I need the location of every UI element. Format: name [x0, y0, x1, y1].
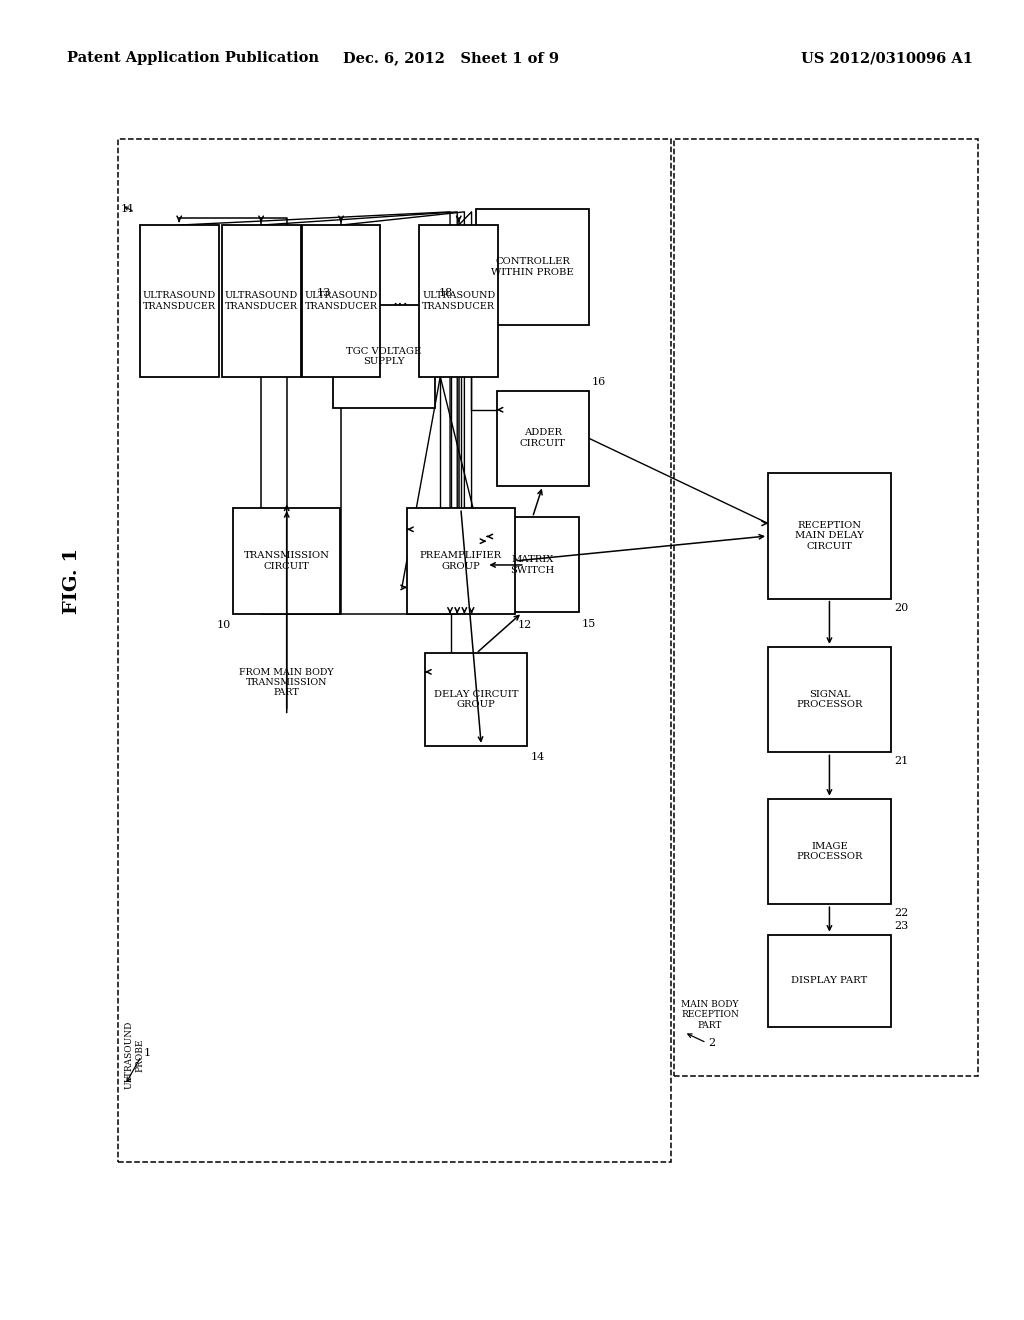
Text: ULTRASOUND
TRANSDUCER: ULTRASOUND TRANSDUCER — [304, 292, 378, 310]
Bar — [768, 474, 891, 599]
Text: ULTRASOUND
TRANSDUCER: ULTRASOUND TRANSDUCER — [142, 292, 216, 310]
Text: 20: 20 — [894, 602, 908, 612]
Text: US 2012/0310096 A1: US 2012/0310096 A1 — [801, 51, 973, 65]
Bar — [674, 139, 978, 1076]
Text: 2: 2 — [709, 1038, 716, 1048]
Text: 18: 18 — [438, 288, 453, 298]
Bar — [768, 647, 891, 752]
Text: ULTRASOUND
TRANSDUCER: ULTRASOUND TRANSDUCER — [224, 292, 298, 310]
Text: DISPLAY PART: DISPLAY PART — [792, 977, 867, 985]
Text: 12: 12 — [518, 620, 531, 631]
Bar — [420, 224, 499, 378]
Text: IMAGE
PROCESSOR: IMAGE PROCESSOR — [797, 842, 862, 861]
Bar — [425, 653, 527, 746]
Bar — [497, 391, 589, 486]
Text: PREAMPLIFIER
GROUP: PREAMPLIFIER GROUP — [420, 552, 502, 570]
Text: RECEPTION
MAIN DELAY
CIRCUIT: RECEPTION MAIN DELAY CIRCUIT — [795, 520, 864, 552]
Text: 10: 10 — [217, 620, 231, 631]
Text: ULTRASOUND
PROBE: ULTRASOUND PROBE — [125, 1020, 144, 1089]
Bar — [221, 224, 301, 378]
Text: 16: 16 — [592, 376, 606, 387]
Text: 21: 21 — [894, 756, 908, 767]
Text: DELAY CIRCUIT
GROUP: DELAY CIRCUIT GROUP — [434, 690, 518, 709]
Text: Patent Application Publication: Patent Application Publication — [67, 51, 318, 65]
Text: TRANSMISSION
CIRCUIT: TRANSMISSION CIRCUIT — [244, 552, 330, 570]
Bar — [768, 935, 891, 1027]
Text: 11: 11 — [121, 205, 134, 214]
Text: 1: 1 — [143, 1048, 151, 1059]
Text: 13: 13 — [316, 288, 331, 298]
Text: FROM MAIN BODY
TRANSMISSION
PART: FROM MAIN BODY TRANSMISSION PART — [240, 668, 334, 697]
Text: 22: 22 — [894, 908, 908, 919]
Text: CONTROLLER
WITHIN PROBE: CONTROLLER WITHIN PROBE — [492, 257, 573, 276]
Bar — [408, 508, 515, 614]
Text: MAIN BODY
RECEPTION
PART: MAIN BODY RECEPTION PART — [681, 999, 739, 1030]
Text: FIG. 1: FIG. 1 — [62, 548, 81, 614]
Bar — [233, 508, 340, 614]
Text: SIGNAL
PROCESSOR: SIGNAL PROCESSOR — [797, 690, 862, 709]
Bar — [768, 799, 891, 904]
Text: ULTRASOUND
TRANSDUCER: ULTRASOUND TRANSDUCER — [422, 292, 496, 310]
Text: Dec. 6, 2012   Sheet 1 of 9: Dec. 6, 2012 Sheet 1 of 9 — [343, 51, 558, 65]
Text: TGC VOLTAGE
SUPPLY: TGC VOLTAGE SUPPLY — [346, 347, 422, 366]
Bar — [476, 209, 589, 325]
Bar — [139, 224, 218, 378]
Text: ...: ... — [392, 293, 408, 309]
Bar — [302, 224, 381, 378]
Bar — [333, 305, 435, 408]
Bar — [486, 517, 579, 612]
Bar — [118, 139, 671, 1162]
Text: 14: 14 — [530, 752, 545, 763]
Text: ADDER
CIRCUIT: ADDER CIRCUIT — [520, 429, 565, 447]
Text: 23: 23 — [894, 920, 908, 931]
Text: 15: 15 — [582, 619, 596, 630]
Text: MATRIX
SWITCH: MATRIX SWITCH — [510, 556, 555, 574]
